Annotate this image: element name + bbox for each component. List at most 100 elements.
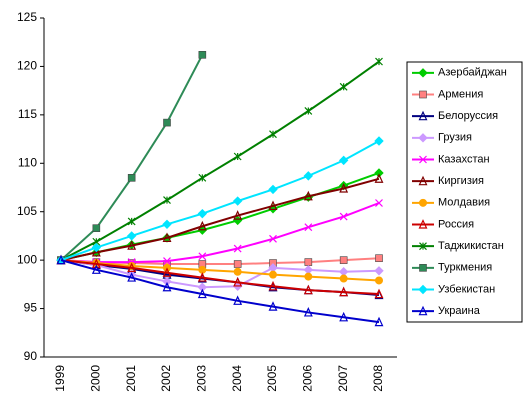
marker	[375, 254, 383, 263]
y-tick-label: 125	[17, 10, 37, 24]
x-tick-label: 2002	[159, 365, 173, 392]
marker	[418, 284, 428, 295]
marker	[374, 288, 384, 299]
marker	[92, 224, 101, 232]
marker	[374, 266, 384, 276]
marker	[233, 277, 243, 287]
marker	[419, 90, 427, 99]
marker	[198, 51, 207, 59]
marker	[303, 284, 313, 295]
marker	[419, 264, 427, 272]
marker	[91, 258, 101, 269]
marker	[233, 210, 243, 220]
marker	[162, 267, 172, 277]
marker	[418, 110, 428, 121]
marker	[268, 184, 278, 195]
marker	[126, 231, 137, 241]
legend-label: Армения	[438, 88, 483, 100]
marker	[198, 173, 207, 182]
series-line	[60, 54, 204, 261]
marker	[197, 220, 207, 231]
marker	[127, 240, 137, 250]
marker	[268, 301, 278, 311]
marker	[418, 175, 428, 186]
y-tick-label: 100	[17, 252, 37, 266]
marker	[339, 183, 349, 193]
marker	[91, 242, 102, 253]
marker	[374, 136, 384, 146]
marker	[233, 152, 242, 161]
x-tick-label: 2000	[89, 365, 103, 392]
marker	[303, 307, 313, 317]
marker	[127, 217, 136, 226]
marker	[91, 246, 101, 257]
marker	[304, 258, 313, 266]
legend-label: Казахстан	[438, 153, 490, 165]
marker	[163, 118, 171, 127]
marker	[162, 219, 172, 230]
marker	[419, 198, 427, 207]
marker	[127, 272, 137, 282]
x-tick-label: 1999	[53, 365, 67, 392]
marker	[338, 155, 349, 166]
y-tick-label: 120	[17, 59, 37, 73]
x-tick-label: 2001	[124, 365, 138, 392]
y-tick-label: 90	[24, 349, 38, 363]
legend-box	[406, 61, 523, 323]
series-line	[60, 259, 380, 289]
x-tick-label: 2006	[301, 365, 315, 392]
legend-label: Узбекистан	[438, 283, 495, 295]
marker	[233, 295, 243, 305]
legend-label: Киргизия	[438, 175, 484, 187]
legend-label: Туркмения	[438, 262, 492, 274]
marker	[418, 68, 428, 78]
marker	[304, 107, 313, 115]
series-line	[60, 259, 380, 324]
legend-label: Азербайджан	[438, 67, 507, 79]
marker	[162, 232, 172, 242]
series-line	[60, 202, 380, 264]
series-line	[60, 177, 380, 262]
marker	[162, 281, 172, 292]
y-tick-label: 115	[18, 107, 37, 121]
marker	[418, 219, 428, 229]
x-tick-label: 2003	[195, 365, 209, 392]
x-tick-label: 2008	[371, 365, 385, 392]
marker	[197, 208, 208, 219]
y-tick-label: 105	[17, 204, 37, 218]
marker	[163, 196, 171, 205]
marker	[375, 57, 383, 66]
marker	[233, 267, 242, 276]
marker	[269, 130, 277, 139]
y-tick-label: 95	[24, 301, 38, 315]
marker	[374, 168, 384, 178]
marker	[374, 316, 384, 327]
marker	[339, 286, 349, 297]
marker	[91, 264, 101, 274]
marker	[197, 288, 207, 299]
marker	[303, 171, 314, 181]
series-line	[60, 140, 380, 262]
marker	[419, 155, 427, 164]
marker	[269, 234, 277, 243]
series-line	[60, 259, 380, 296]
legend-label: Россия	[438, 218, 474, 230]
marker	[374, 173, 384, 183]
marker	[339, 311, 349, 322]
marker	[303, 190, 313, 201]
marker	[339, 256, 348, 264]
x-tick-label: 2007	[336, 365, 350, 392]
marker	[375, 199, 383, 207]
marker	[304, 272, 313, 281]
marker	[197, 272, 207, 282]
legend-label: Таджикистан	[438, 240, 504, 252]
series-line	[60, 259, 380, 282]
marker	[127, 174, 136, 182]
marker	[232, 196, 243, 206]
marker	[127, 262, 137, 272]
marker	[339, 82, 348, 91]
x-tick-label: 2004	[230, 365, 244, 392]
series-line	[60, 172, 380, 262]
marker	[418, 305, 428, 316]
